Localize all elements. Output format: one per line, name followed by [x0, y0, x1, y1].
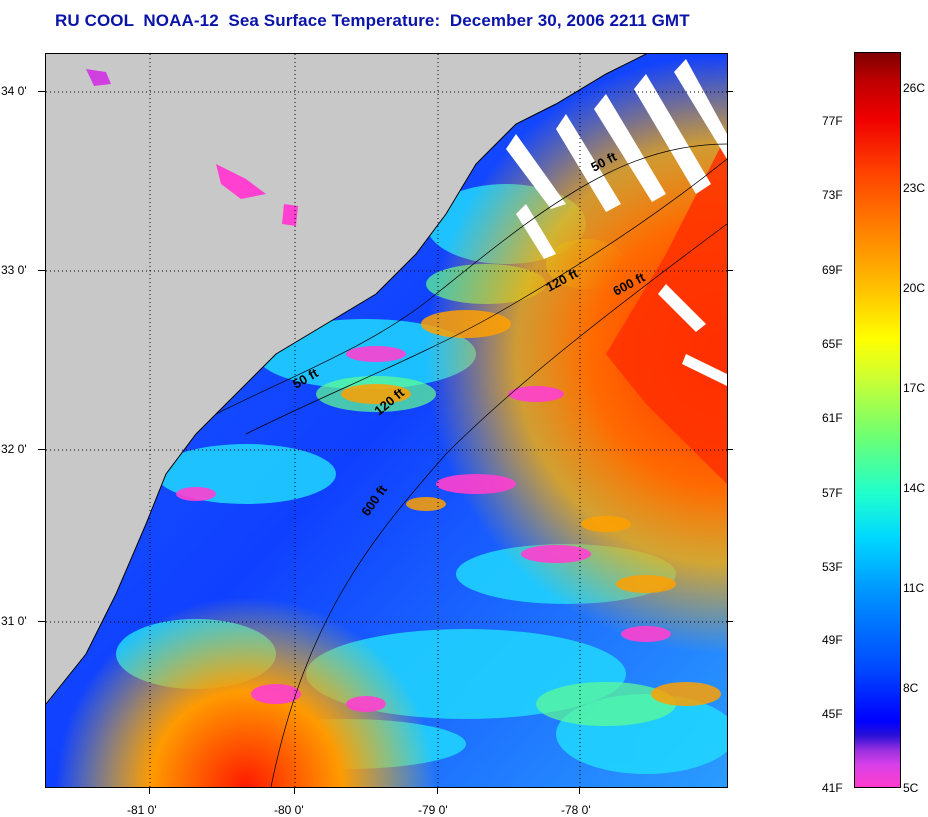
colorbar-c-label: 20C	[903, 281, 926, 295]
colorbar-c-label: 23C	[903, 181, 926, 195]
lat-label: 31 0'	[1, 614, 27, 628]
coastline	[46, 54, 647, 705]
lon-label: -81 0'	[127, 803, 157, 817]
colorbar-c-label: 26C	[903, 81, 926, 95]
colorbar-c-label: 17C	[903, 381, 926, 395]
lon-label: -80 0'	[274, 803, 304, 817]
colorbar-c-label: 5C	[903, 781, 919, 795]
colorbar-f-label: 69F	[822, 263, 843, 277]
colorbar-f-label: 77F	[822, 114, 843, 128]
sst-map-graphic: 50 ft 120 ft 600 ft 50 ft 120 ft 600 ft	[46, 54, 727, 787]
lat-label: 34 0'	[1, 84, 27, 98]
colorbar-f-label: 49F	[822, 633, 843, 647]
lon-label: -78 0'	[561, 803, 591, 817]
lat-label: 33 0'	[1, 263, 27, 277]
lon-label: -79 0'	[418, 803, 448, 817]
isobath-50ft	[215, 143, 727, 415]
temperature-colorbar	[854, 52, 901, 788]
colorbar-f-label: 65F	[822, 337, 843, 351]
isobath-120ft	[245, 158, 727, 435]
chart-title: RU COOL NOAA-12 Sea Surface Temperature:…	[55, 11, 690, 30]
colorbar-f-label: 61F	[822, 411, 843, 425]
colorbar-f-label: 73F	[822, 188, 843, 202]
lat-label: 32 0'	[1, 442, 27, 456]
colorbar-c-label: 11C	[903, 581, 925, 595]
graticule	[46, 54, 727, 787]
colorbar-f-label: 57F	[822, 486, 843, 500]
isobath-600ft	[270, 223, 727, 787]
colorbar-f-label: 41F	[822, 781, 843, 795]
colorbar-c-label: 14C	[903, 481, 926, 495]
colorbar-f-label: 45F	[822, 707, 843, 721]
inland-patches	[86, 69, 298, 226]
colorbar-c-label: 8C	[903, 681, 919, 695]
colorbar-f-label: 53F	[822, 560, 843, 574]
sst-map[interactable]: 50 ft 120 ft 600 ft 50 ft 120 ft 600 ft	[45, 53, 728, 788]
